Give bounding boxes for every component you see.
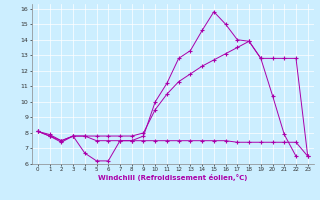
- X-axis label: Windchill (Refroidissement éolien,°C): Windchill (Refroidissement éolien,°C): [98, 174, 247, 181]
